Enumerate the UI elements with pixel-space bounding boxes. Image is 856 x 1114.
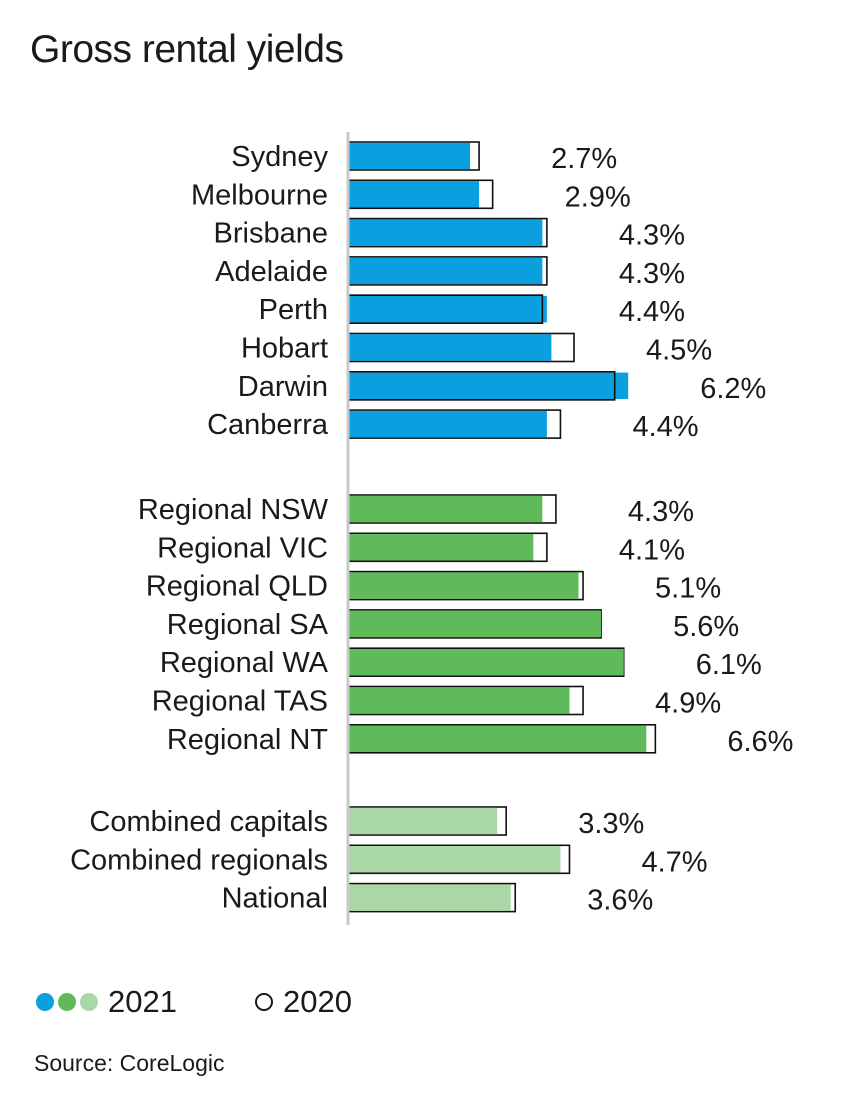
category-label-combined-capitals: Combined capitals [89,806,328,838]
category-label-darwin: Darwin [238,371,328,403]
bar-2021-darwin [348,372,629,399]
value-label-regional-qld: 5.1% [655,573,721,605]
category-label-perth: Perth [259,294,328,326]
legend-dot-capitals [36,993,54,1011]
category-label-regional-qld: Regional QLD [146,571,328,603]
value-label-regional-sa: 5.6% [673,611,739,643]
category-label-canberra: Canberra [207,409,329,441]
value-label-brisbane: 4.3% [619,220,685,252]
value-label-regional-wa: 6.1% [696,649,762,681]
category-label-regional-tas: Regional TAS [152,686,328,718]
bar-2021-melbourne [348,181,480,208]
legend-label-2021: 2021 [108,984,177,1019]
category-label-regional-nsw: Regional NSW [138,494,329,526]
category-label-regional-sa: Regional SA [167,609,329,641]
bar-2021-regional-nsw [348,495,543,523]
bar-2021-brisbane [348,219,543,246]
bar-2021-combined-capitals [348,807,498,835]
value-label-adelaide: 4.3% [619,258,685,290]
category-label-regional-nt: Regional NT [167,724,328,756]
category-label-regional-wa: Regional WA [160,647,329,679]
legend-dot-regional [58,993,76,1011]
bar-2021-combined-regionals [348,846,561,873]
value-label-sydney: 2.7% [551,143,617,175]
category-label-sydney: Sydney [231,141,328,173]
bar-2021-regional-wa [348,649,624,676]
category-label-regional-vic: Regional VIC [157,532,328,564]
value-label-regional-nsw: 4.3% [628,496,694,528]
legend: 2021 2020 [36,982,352,1022]
value-label-regional-vic: 4.1% [619,534,685,566]
category-label-brisbane: Brisbane [214,218,328,250]
value-label-national: 3.6% [587,885,653,917]
value-label-canberra: 4.4% [632,411,698,443]
bar-2021-adelaide [348,257,543,285]
category-label-combined-regionals: Combined regionals [70,844,328,876]
source-note: Source: CoreLogic [34,1050,225,1076]
legend-label-2020: 2020 [282,984,352,1019]
value-label-combined-capitals: 3.3% [578,808,644,840]
bar-2021-regional-qld [348,572,579,599]
value-label-melbourne: 2.9% [565,181,631,213]
value-label-perth: 4.4% [619,296,685,328]
value-label-darwin: 6.2% [700,373,766,405]
legend-dot-combined [80,993,98,1011]
bar-2021-hobart [348,334,552,361]
bar-2021-national [348,884,511,911]
value-label-regional-tas: 4.9% [655,688,721,720]
bar-2021-canberra [348,410,547,438]
value-label-hobart: 4.5% [646,335,712,367]
category-label-national: National [222,883,328,915]
bar-2021-perth [348,296,547,323]
bar-chart: Sydney 2.7% Melbourne 2.9% Brisbane 4.3% Adela… [70,132,793,925]
legend-item-2020: 2020 [254,984,352,1020]
category-label-hobart: Hobart [241,333,328,365]
bar-2021-regional-vic [348,534,534,561]
bar-2021-regional-sa [348,610,602,638]
value-label-regional-nt: 6.6% [727,726,793,758]
bar-2021-regional-nt [348,725,647,752]
chart-title: Gross rental yields [30,28,344,71]
category-label-adelaide: Adelaide [215,256,328,288]
value-label-combined-regionals: 4.7% [641,846,707,878]
bar-2021-sydney [348,142,471,170]
legend-dot-2020 [254,993,273,1011]
category-label-melbourne: Melbourne [191,179,328,211]
bar-2021-regional-tas [348,687,570,714]
